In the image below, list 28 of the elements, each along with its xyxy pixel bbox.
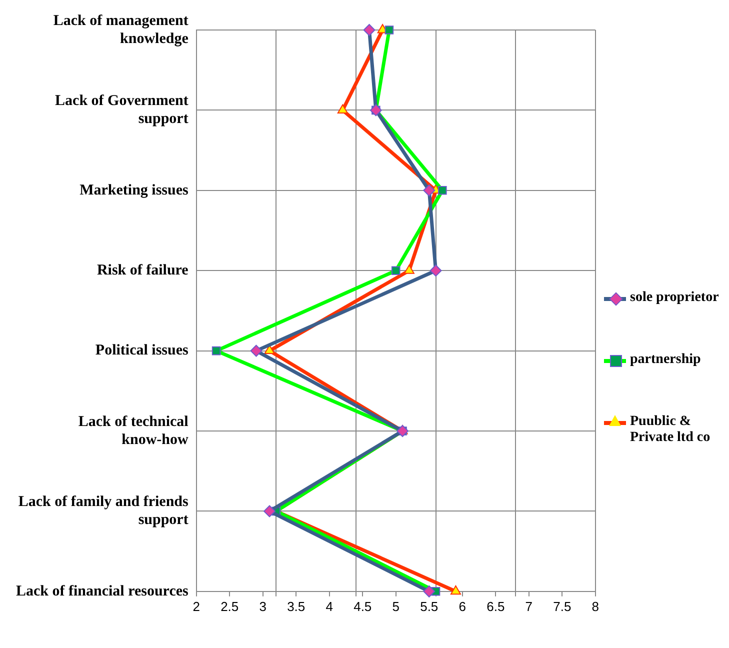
legend-label: partnership: [630, 352, 701, 368]
y-tick-label: Lack of family and friends support: [18, 494, 189, 528]
x-tick-label: 7: [525, 598, 532, 614]
x-tick-label: 3.5: [287, 598, 306, 614]
y-tick-label: Lack of technical know-how: [78, 414, 189, 448]
x-tick-label: 6: [458, 598, 466, 614]
x-tick-label: 5: [392, 598, 400, 614]
y-tick-label: Lack of management knowledge: [53, 12, 189, 47]
x-tick-label: 3: [259, 598, 266, 614]
point: [337, 104, 348, 114]
x-tick-label: 8: [592, 598, 599, 614]
x-tick-label: 2: [192, 598, 200, 614]
legend-label: Puublic & Private ltd co: [630, 414, 712, 446]
y-tick-label: Political issues: [95, 342, 189, 359]
y-tick-label: Marketing issues: [80, 182, 189, 198]
x-tick-label: 7.5: [553, 598, 572, 614]
point: [264, 344, 275, 354]
y-tick-label: Lack of Government support: [55, 93, 188, 128]
point: [404, 264, 414, 274]
x-tick-label: 4: [326, 598, 333, 614]
y-tick-label: Risk of failure: [96, 262, 189, 278]
x-tick-label: 6.5: [486, 598, 505, 614]
x-tick-label: 5.5: [420, 598, 438, 614]
point: [450, 585, 461, 595]
x-tick-label: 4.5: [354, 598, 372, 614]
legend-label: sole proprietor: [630, 290, 719, 306]
x-tick-label: 2.5: [220, 598, 239, 614]
y-tick-label: Lack of financial resources: [16, 583, 189, 600]
